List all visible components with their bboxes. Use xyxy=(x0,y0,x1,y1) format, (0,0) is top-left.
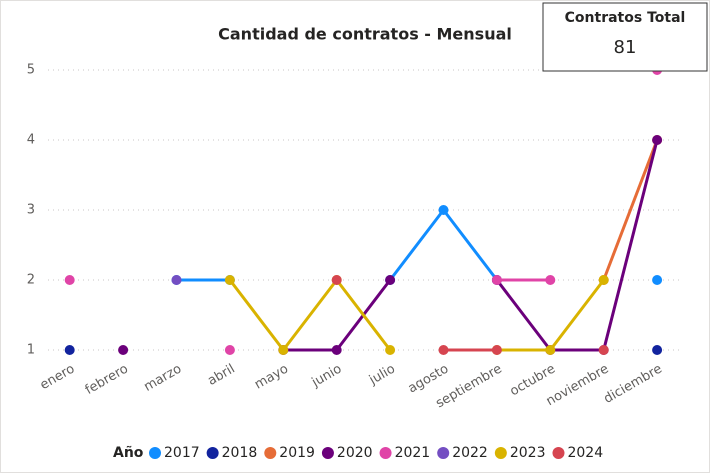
legend-swatch xyxy=(437,447,450,459)
series-line xyxy=(602,139,659,281)
legend-label: 2024 xyxy=(567,445,603,461)
y-tick-label: 4 xyxy=(27,133,35,148)
data-point xyxy=(64,345,75,355)
legend-label: 2018 xyxy=(222,445,258,461)
data-point xyxy=(652,275,663,285)
legend-label: 2019 xyxy=(279,445,315,461)
data-point xyxy=(438,205,449,215)
y-tick-label: 2 xyxy=(27,273,35,288)
data-point xyxy=(385,275,396,285)
y-tick-label: 3 xyxy=(27,203,35,218)
data-point xyxy=(224,275,235,285)
legend-swatch xyxy=(264,447,277,459)
data-point xyxy=(491,345,502,355)
legend-title: Año xyxy=(113,445,144,461)
legend-swatch xyxy=(379,447,392,459)
y-tick-label: 5 xyxy=(27,63,35,78)
chart-title: Cantidad de contratos - Mensual xyxy=(218,25,512,44)
data-point xyxy=(171,275,182,285)
data-point xyxy=(491,275,502,285)
data-point xyxy=(385,345,396,355)
data-point xyxy=(438,345,449,355)
legend-swatch xyxy=(552,447,565,459)
legend-swatch xyxy=(206,447,219,459)
legend-label: 2023 xyxy=(510,445,546,461)
data-point xyxy=(652,345,663,355)
data-point xyxy=(331,345,342,355)
legend-swatch xyxy=(149,447,161,459)
legend-swatch xyxy=(321,447,334,459)
card-value: 81 xyxy=(614,37,637,58)
data-point xyxy=(278,345,289,355)
data-point xyxy=(224,345,235,355)
data-point xyxy=(652,135,663,145)
data-point xyxy=(64,275,75,285)
legend-label: 2017 xyxy=(164,445,200,461)
series-line xyxy=(228,278,392,352)
legend-label: 2020 xyxy=(337,445,373,461)
card-title: Contratos Total xyxy=(565,10,686,26)
series-line xyxy=(495,139,659,352)
y-tick-label: 1 xyxy=(27,343,35,358)
data-point xyxy=(545,345,556,355)
legend-label: 2021 xyxy=(395,445,431,461)
data-point xyxy=(331,275,342,285)
data-point xyxy=(545,275,556,285)
legend-label: 2022 xyxy=(452,445,488,461)
data-point xyxy=(118,345,129,355)
card xyxy=(542,2,708,72)
data-point xyxy=(598,345,609,355)
legend-swatch xyxy=(494,447,507,459)
data-point xyxy=(598,275,609,285)
